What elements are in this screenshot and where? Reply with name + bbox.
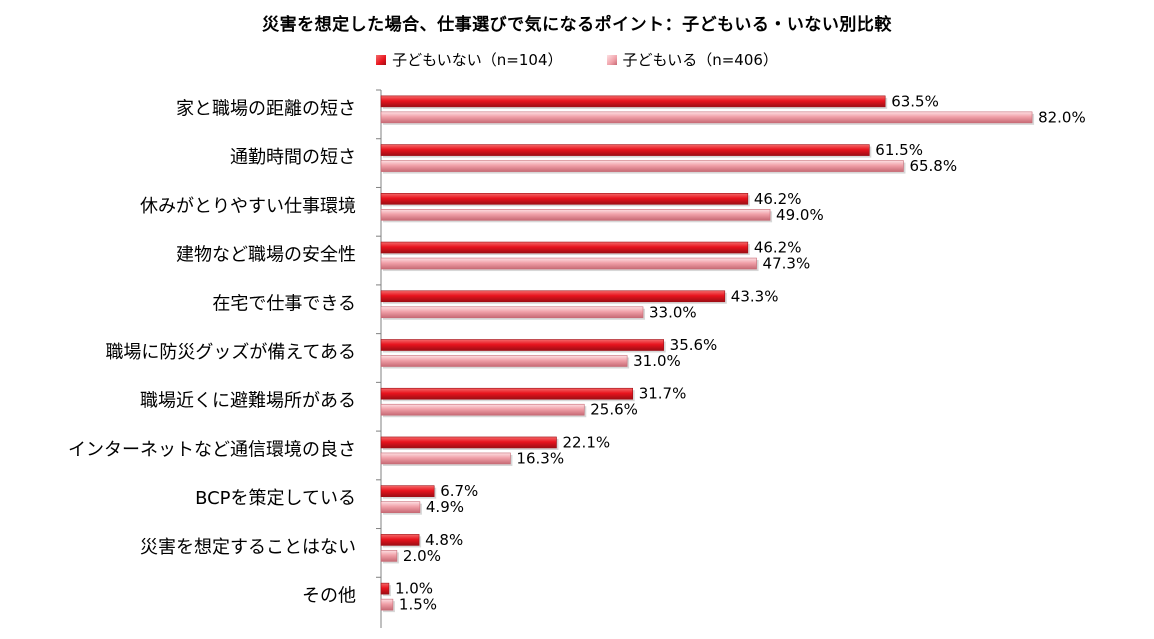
data-label: 25.6% — [590, 401, 638, 419]
data-label: 65.8% — [909, 157, 957, 175]
data-label: 31.0% — [633, 352, 681, 370]
category-label: 職場近くに避難場所がある — [140, 391, 356, 412]
bar-with-children — [380, 355, 628, 367]
bar-with-children — [380, 598, 394, 611]
data-label: 49.0% — [776, 206, 824, 224]
category-label: 休みがとりやすい仕事環境 — [140, 196, 356, 217]
data-label: 4.8% — [425, 531, 463, 549]
bar-no-children — [380, 387, 633, 400]
data-label: 2.0% — [403, 547, 441, 565]
data-label: 46.2% — [754, 239, 802, 257]
data-label: 46.2% — [754, 190, 802, 208]
data-label: 33.0% — [649, 303, 697, 321]
bar-with-children — [380, 306, 644, 319]
data-label: 6.7% — [440, 482, 478, 500]
data-label: 16.3% — [516, 449, 564, 467]
data-label: 43.3% — [731, 287, 779, 305]
bar-no-children — [380, 485, 435, 497]
legend-swatch-with-children — [606, 54, 617, 65]
legend-item-no-children: 子どもいない（n=104） — [376, 49, 563, 70]
category-label: 職場に防災グッズが備えてある — [105, 342, 356, 363]
category-label: 家と職場の距離の短さ — [176, 98, 356, 119]
bar-no-children — [380, 290, 726, 303]
bar-no-children — [380, 193, 749, 205]
category-label: 災害を想定することはない — [140, 537, 356, 558]
bar-with-children — [380, 160, 904, 172]
data-label: 35.6% — [670, 336, 718, 354]
data-label: 1.0% — [395, 580, 433, 598]
bar-with-children — [380, 403, 585, 416]
data-label: 1.5% — [399, 596, 437, 614]
data-label: 63.5% — [891, 92, 939, 110]
legend: 子どもいない（n=104） 子どもいる（n=406） — [0, 49, 1154, 70]
chart-title: 災害を想定した場合、仕事選びで気になるポイント：子どもいる・いない別比較 — [262, 15, 892, 35]
data-label: 4.9% — [426, 498, 464, 516]
bar-no-children — [380, 582, 390, 595]
category-label: BCPを策定している — [195, 488, 356, 509]
category-label: 建物など職場の安全性 — [176, 245, 356, 266]
bar-with-children — [380, 209, 771, 221]
data-label: 22.1% — [562, 433, 610, 451]
data-label: 82.0% — [1038, 108, 1086, 126]
bar-no-children — [380, 144, 870, 156]
category-label: 通勤時間の短さ — [230, 147, 356, 168]
bar-with-children — [380, 257, 757, 270]
bar-no-children — [380, 534, 420, 546]
legend-swatch-no-children — [376, 54, 387, 65]
bar-with-children — [380, 111, 1033, 124]
legend-label-no-children: 子どもいない（n=104） — [392, 51, 563, 69]
bar-no-children — [380, 339, 664, 351]
bar-with-children — [380, 501, 421, 513]
legend-item-with-children: 子どもいる（n=406） — [606, 49, 778, 70]
data-label: 47.3% — [763, 255, 811, 273]
data-label: 31.7% — [639, 385, 687, 403]
category-label: その他 — [302, 586, 356, 607]
legend-label-with-children: 子どもいる（n=406） — [622, 51, 778, 69]
data-label: 61.5% — [875, 141, 923, 159]
bar-with-children — [380, 452, 511, 465]
category-label: 在宅で仕事できる — [212, 293, 356, 314]
bar-with-children — [380, 550, 398, 562]
bar-no-children — [380, 95, 886, 108]
bar-no-children — [380, 436, 557, 449]
category-label: インターネットなど通信環境の良さ — [68, 439, 356, 460]
bar-no-children — [380, 241, 749, 254]
